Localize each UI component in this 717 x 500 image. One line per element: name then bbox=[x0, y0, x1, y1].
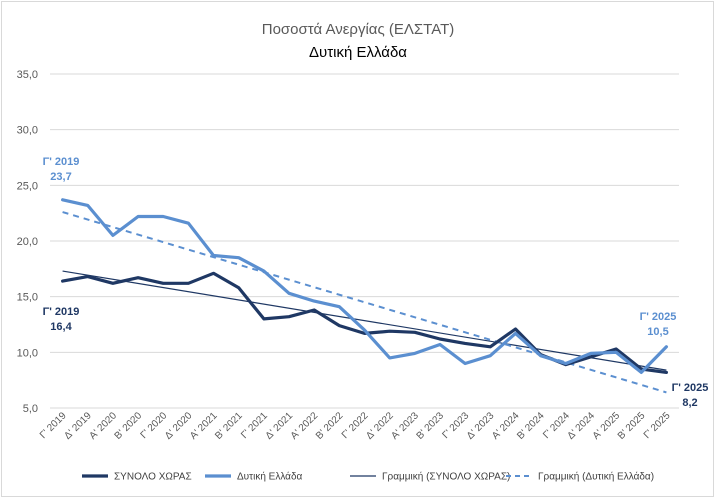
x-tick-label: Β' 2020 bbox=[113, 410, 145, 442]
x-tick-label: Β' 2023 bbox=[415, 410, 447, 442]
y-tick-label: 20,0 bbox=[17, 236, 38, 248]
legend-label: Γραμμική (Δυτική Ελλάδα) bbox=[538, 471, 654, 483]
chart-subtitle: Δυτική Ελλάδα bbox=[309, 44, 407, 61]
series-line bbox=[60, 198, 669, 374]
data-label: Γ' 2019 bbox=[43, 306, 80, 318]
data-label: Γ' 2019 bbox=[43, 156, 80, 168]
y-tick-label: 30,0 bbox=[17, 125, 38, 137]
trendline bbox=[62, 211, 667, 394]
data-label: 16,4 bbox=[50, 321, 72, 333]
data-label: 23,7 bbox=[50, 171, 71, 183]
x-tick-label: Β' 2025 bbox=[616, 410, 648, 442]
data-label: 8,2 bbox=[682, 397, 697, 409]
legend-label: Δυτική Ελλάδα bbox=[237, 471, 303, 483]
y-tick-label: 5,0 bbox=[23, 403, 38, 415]
x-tick-label: Β' 2024 bbox=[515, 410, 547, 442]
data-label: 10,5 bbox=[647, 326, 668, 338]
legend-label: ΣΥΝΟΛΟ ΧΩΡΑΣ bbox=[114, 472, 192, 483]
chart-title: Ποσοστά Ανεργίας (ΕΛΣΤΑΤ) bbox=[262, 21, 455, 38]
series-line bbox=[60, 271, 669, 374]
x-tick-label: Β' 2022 bbox=[314, 410, 346, 442]
y-tick-label: 15,0 bbox=[17, 292, 38, 304]
y-tick-label: 10,0 bbox=[17, 347, 38, 359]
data-label: Γ' 2025 bbox=[640, 311, 677, 323]
y-tick-label: 35,0 bbox=[17, 69, 38, 81]
x-tick-label: Γ' 2025 bbox=[642, 410, 673, 441]
data-label: Γ' 2025 bbox=[672, 382, 709, 394]
legend-label: Γραμμική (ΣΥΝΟΛΟ ΧΩΡΑΣ) bbox=[382, 471, 510, 483]
x-tick-label: Β' 2021 bbox=[213, 410, 245, 442]
y-tick-label: 25,0 bbox=[17, 180, 38, 192]
trendline bbox=[62, 270, 667, 371]
